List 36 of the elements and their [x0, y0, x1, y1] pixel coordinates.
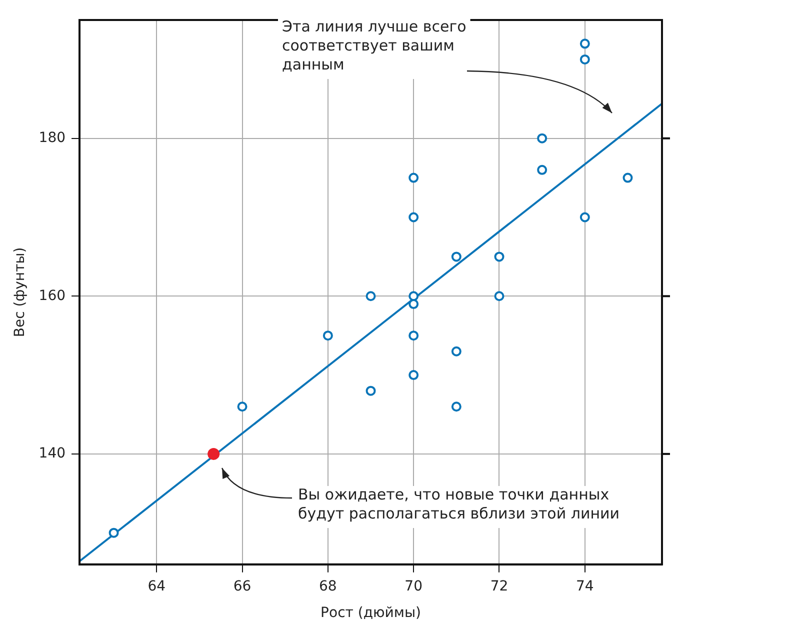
x-axis-title: Рост (дюймы) [320, 605, 421, 622]
y-tick-label: 160 [38, 288, 66, 304]
point [108, 528, 119, 538]
point [408, 330, 419, 341]
point [494, 252, 504, 262]
point [580, 54, 590, 64]
point [408, 291, 419, 302]
x-tick-label: 68 [319, 578, 337, 594]
point [237, 402, 248, 412]
point [451, 346, 462, 356]
x-tick-label: 74 [576, 578, 594, 594]
point [537, 164, 548, 175]
x-tick-label: 64 [148, 578, 166, 594]
point [622, 172, 633, 183]
point [494, 291, 504, 302]
annotation: Вы ожидаете, что новые точки данных будут располагаться вблизи этой линии [298, 485, 620, 522]
point [366, 386, 376, 396]
x-tick-label: 72 [490, 578, 508, 594]
y-tick-label: 140 [38, 446, 66, 462]
point [408, 370, 419, 380]
y-axis-title: Вес (фунты) [12, 247, 28, 338]
annotation: Эта линия лучше всего соответствует вашим данным [282, 17, 466, 74]
point [408, 212, 419, 222]
x-tick-label: 70 [404, 578, 423, 594]
point [366, 291, 376, 302]
point [537, 133, 548, 144]
y-tick-label: 180 [38, 130, 66, 146]
point [408, 299, 419, 310]
point [208, 448, 220, 460]
point [451, 402, 462, 412]
point [580, 38, 590, 49]
point [451, 252, 462, 262]
point [322, 330, 333, 341]
point [580, 212, 590, 222]
point [408, 172, 419, 183]
x-tick-label: 66 [233, 578, 252, 594]
